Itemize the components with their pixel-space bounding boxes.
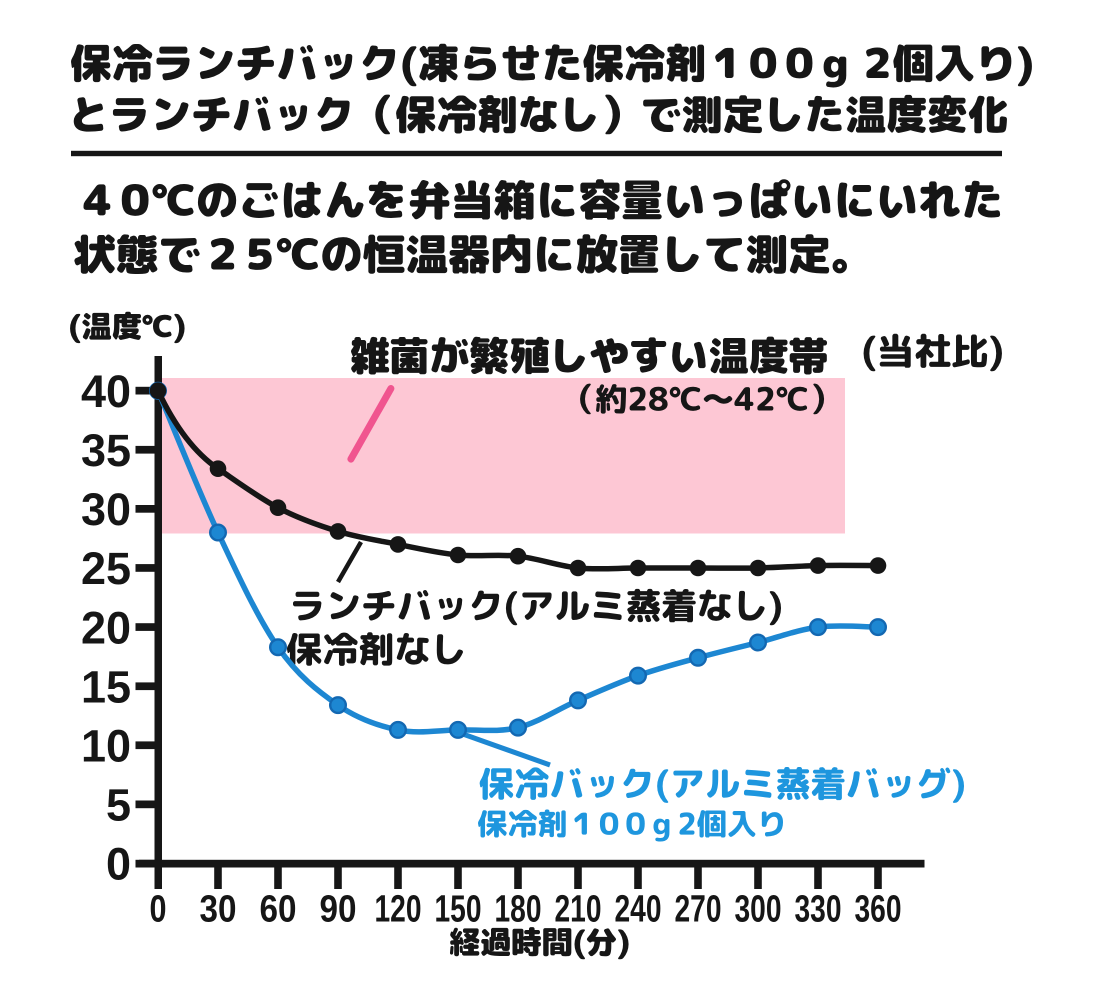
svg-text:60: 60 <box>260 888 297 930</box>
svg-text:240: 240 <box>615 888 662 930</box>
svg-text:210: 210 <box>555 888 602 930</box>
svg-text:0: 0 <box>150 888 167 930</box>
svg-text:180: 180 <box>495 888 542 930</box>
svg-text:90: 90 <box>320 888 357 930</box>
svg-text:300: 300 <box>735 888 782 930</box>
svg-text:30: 30 <box>81 484 131 535</box>
svg-text:30: 30 <box>200 888 237 930</box>
svg-text:35: 35 <box>81 425 131 476</box>
svg-text:270: 270 <box>675 888 722 930</box>
svg-text:25: 25 <box>81 543 131 594</box>
svg-text:10: 10 <box>81 721 131 772</box>
svg-text:120: 120 <box>375 888 422 930</box>
svg-text:20: 20 <box>81 602 131 653</box>
svg-text:0: 0 <box>106 839 131 890</box>
svg-text:150: 150 <box>435 888 482 930</box>
svg-text:5: 5 <box>106 780 131 831</box>
svg-text:360: 360 <box>855 888 902 930</box>
svg-text:40: 40 <box>81 366 131 417</box>
svg-text:15: 15 <box>81 661 131 712</box>
svg-text:330: 330 <box>795 888 842 930</box>
